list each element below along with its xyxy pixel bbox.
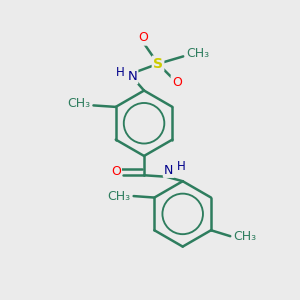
- Text: H: H: [116, 66, 125, 79]
- Text: O: O: [138, 32, 148, 44]
- Text: CH₃: CH₃: [108, 190, 131, 202]
- Text: O: O: [111, 165, 121, 178]
- Text: O: O: [172, 76, 182, 89]
- Text: CH₃: CH₃: [68, 98, 91, 110]
- Text: N: N: [164, 164, 173, 177]
- Text: CH₃: CH₃: [186, 47, 209, 60]
- Text: CH₃: CH₃: [233, 230, 256, 243]
- Text: S: S: [153, 57, 163, 71]
- Text: H: H: [177, 160, 186, 173]
- Text: N: N: [127, 70, 137, 83]
